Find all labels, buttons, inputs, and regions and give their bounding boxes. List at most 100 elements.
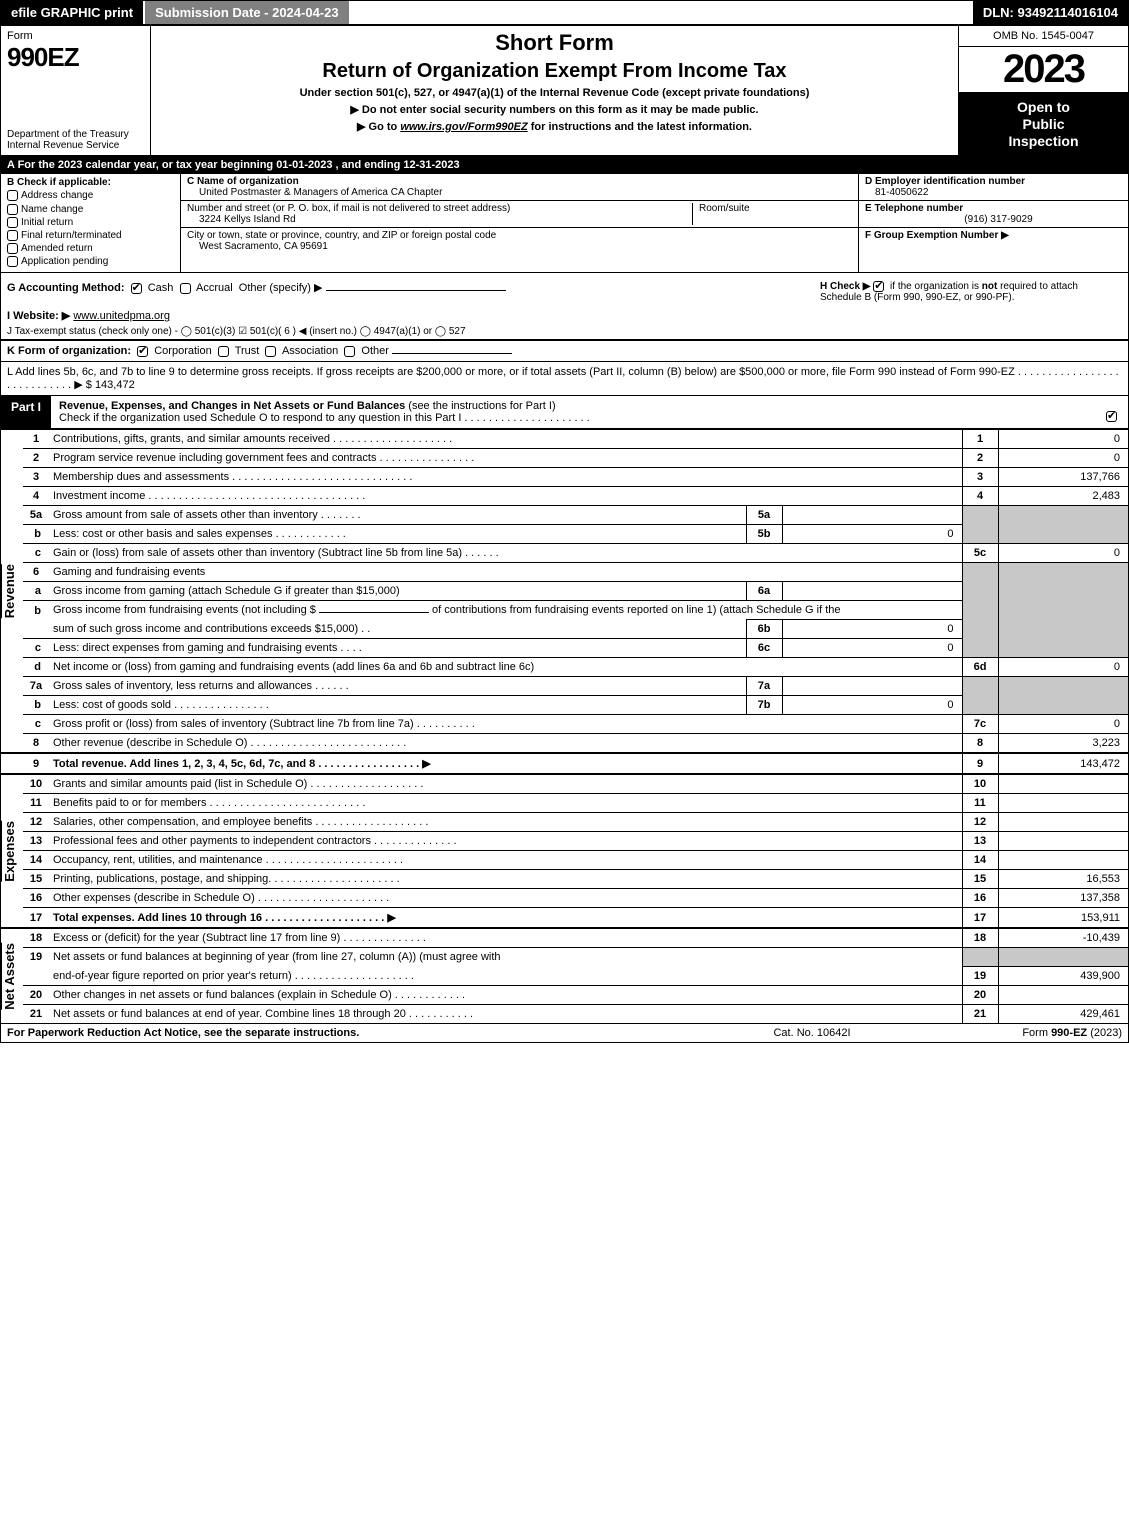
- line-19a: 19 Net assets or fund balances at beginn…: [1, 948, 1128, 967]
- row-h-post1: if the organization is: [890, 281, 982, 292]
- chk-schedule-b-not-required[interactable]: [873, 281, 884, 292]
- row-l: L Add lines 5b, 6c, and 7b to line 9 to …: [1, 362, 1128, 396]
- chk-amended-return[interactable]: Amended return: [7, 243, 174, 254]
- line-13: 13Professional fees and other payments t…: [1, 832, 1128, 851]
- open-line-3: Inspection: [963, 133, 1124, 150]
- short-form-title: Short Form: [159, 30, 950, 56]
- part-i-title-paren: (see the instructions for Part I): [408, 400, 555, 412]
- top-bar: efile GRAPHIC print Submission Date - 20…: [1, 1, 1128, 26]
- page-footer: For Paperwork Reduction Act Notice, see …: [1, 1023, 1128, 1042]
- chk-final-return[interactable]: Final return/terminated: [7, 230, 174, 241]
- line-19b: end-of-year figure reported on prior yea…: [1, 966, 1128, 985]
- chk-association[interactable]: [265, 346, 276, 357]
- section-b-c-d-e-f: B Check if applicable: Address change Na…: [1, 174, 1128, 273]
- chk-name-change[interactable]: Name change: [7, 204, 174, 215]
- line-7c: c Gross profit or (loss) from sales of i…: [1, 715, 1128, 734]
- box-d-e-f: D Employer identification number 81-4050…: [858, 174, 1128, 272]
- org-street: 3224 Kellys Island Rd: [187, 214, 692, 225]
- part-i-header: Part I Revenue, Expenses, and Changes in…: [1, 396, 1128, 429]
- other-specify-field[interactable]: [326, 290, 506, 291]
- ein-value: 81-4050622: [865, 187, 1122, 198]
- chk-initial-return[interactable]: Initial return: [7, 217, 174, 228]
- footer-left: For Paperwork Reduction Act Notice, see …: [7, 1027, 702, 1039]
- box-f-label: F Group Exemption Number ▶: [865, 230, 1009, 241]
- website-value[interactable]: www.unitedpma.org: [73, 310, 170, 322]
- part-i-table: Revenue 1 Contributions, gifts, grants, …: [1, 429, 1128, 1023]
- row-g: G Accounting Method: Cash Accrual Other …: [7, 281, 812, 303]
- box-b-header: B Check if applicable:: [7, 177, 174, 188]
- chk-address-change[interactable]: Address change: [7, 190, 174, 201]
- line-20: 20Other changes in net assets or fund ba…: [1, 985, 1128, 1004]
- line-6d: d Net income or (loss) from gaming and f…: [1, 658, 1128, 677]
- line-6b-1: b Gross income from fundraising events (…: [1, 601, 1128, 620]
- line-9: 9 Total revenue. Add lines 1, 2, 3, 4, 5…: [1, 753, 1128, 774]
- open-public-inspection: Open to Public Inspection: [959, 93, 1128, 155]
- box-c-city-label: City or town, state or province, country…: [187, 230, 852, 241]
- irs-link[interactable]: www.irs.gov/Form990EZ: [400, 121, 527, 133]
- dln-tag: DLN: 93492114016104: [973, 1, 1128, 24]
- box-e-label: E Telephone number: [865, 203, 963, 214]
- line-7b: b Less: cost of goods sold . . . . . . .…: [1, 696, 1128, 715]
- form-title: Return of Organization Exempt From Incom…: [159, 60, 950, 83]
- part-i-title: Revenue, Expenses, and Changes in Net As…: [51, 396, 1098, 428]
- box-b: B Check if applicable: Address change Na…: [1, 174, 181, 272]
- line-11: 11Benefits paid to or for members . . . …: [1, 794, 1128, 813]
- chk-other-org[interactable]: [344, 346, 355, 357]
- box-d: D Employer identification number 81-4050…: [859, 174, 1128, 201]
- line-6: 6 Gaming and fundraising events: [1, 563, 1128, 582]
- line-6c: c Less: direct expenses from gaming and …: [1, 639, 1128, 658]
- line-18: Net Assets 18 Excess or (deficit) for th…: [1, 928, 1128, 948]
- row-j: J Tax-exempt status (check only one) - ◯…: [1, 324, 1128, 341]
- box-c: C Name of organization United Postmaster…: [181, 174, 858, 272]
- fundraising-amount-field[interactable]: [319, 612, 429, 613]
- row-h-pre: H Check ▶: [820, 281, 870, 292]
- topbar-spacer: [351, 1, 973, 24]
- row-i-label: I Website: ▶: [7, 310, 70, 322]
- other-org-field[interactable]: [392, 353, 512, 354]
- line-15: 15Printing, publications, postage, and s…: [1, 870, 1128, 889]
- note2-post: for instructions and the latest informat…: [528, 121, 752, 133]
- row-i: I Website: ▶ www.unitedpma.org: [1, 307, 1128, 324]
- submission-date: Submission Date - 2024-04-23: [143, 1, 351, 24]
- line-8: 8 Other revenue (describe in Schedule O)…: [1, 734, 1128, 754]
- form-number: 990EZ: [7, 42, 144, 73]
- box-e: E Telephone number (916) 317-9029: [859, 201, 1128, 228]
- line-16: 16Other expenses (describe in Schedule O…: [1, 889, 1128, 908]
- line-6a: a Gross income from gaming (attach Sched…: [1, 582, 1128, 601]
- form-label: Form: [7, 30, 144, 42]
- expenses-vlabel: Expenses: [1, 821, 17, 882]
- row-g-h: G Accounting Method: Cash Accrual Other …: [1, 273, 1128, 307]
- line-1: Revenue 1 Contributions, gifts, grants, …: [1, 430, 1128, 449]
- tax-year: 2023: [959, 47, 1128, 93]
- line-10: Expenses 10 Grants and similar amounts p…: [1, 774, 1128, 794]
- chk-accrual[interactable]: [180, 283, 191, 294]
- row-k-label: K Form of organization:: [7, 345, 131, 357]
- header-center: Short Form Return of Organization Exempt…: [151, 26, 958, 155]
- line-14: 14Occupancy, rent, utilities, and mainte…: [1, 851, 1128, 870]
- gross-receipts-value: 143,472: [95, 379, 135, 391]
- box-f: F Group Exemption Number ▶: [859, 228, 1128, 272]
- row-l-text: L Add lines 5b, 6c, and 7b to line 9 to …: [7, 366, 1119, 391]
- chk-corporation[interactable]: [137, 346, 148, 357]
- line-21: 21Net assets or fund balances at end of …: [1, 1004, 1128, 1023]
- chk-trust[interactable]: [218, 346, 229, 357]
- line-5b: b Less: cost or other basis and sales ex…: [1, 525, 1128, 544]
- part-i-check-line: Check if the organization used Schedule …: [59, 412, 590, 424]
- row-g-label: G Accounting Method:: [7, 282, 125, 294]
- org-name: United Postmaster & Managers of America …: [187, 187, 852, 198]
- box-c-name-label: C Name of organization: [187, 176, 852, 187]
- header-right: OMB No. 1545-0047 2023 Open to Public In…: [958, 26, 1128, 155]
- row-a-tax-year: A For the 2023 calendar year, or tax yea…: [1, 156, 1128, 174]
- box-c-name-row: C Name of organization United Postmaster…: [181, 174, 858, 201]
- chk-cash[interactable]: [131, 283, 142, 294]
- line-3: 3 Membership dues and assessments . . . …: [1, 468, 1128, 487]
- line-17: 17Total expenses. Add lines 10 through 1…: [1, 908, 1128, 929]
- line-12: 12Salaries, other compensation, and empl…: [1, 813, 1128, 832]
- revenue-vlabel: Revenue: [1, 564, 17, 618]
- chk-application-pending[interactable]: Application pending: [7, 256, 174, 267]
- open-line-2: Public: [963, 116, 1124, 133]
- footer-cat-no: Cat. No. 10642I: [702, 1027, 922, 1039]
- part-i-check[interactable]: [1098, 396, 1128, 428]
- note2-pre: ▶ Go to: [357, 121, 400, 133]
- org-city: West Sacramento, CA 95691: [187, 241, 852, 252]
